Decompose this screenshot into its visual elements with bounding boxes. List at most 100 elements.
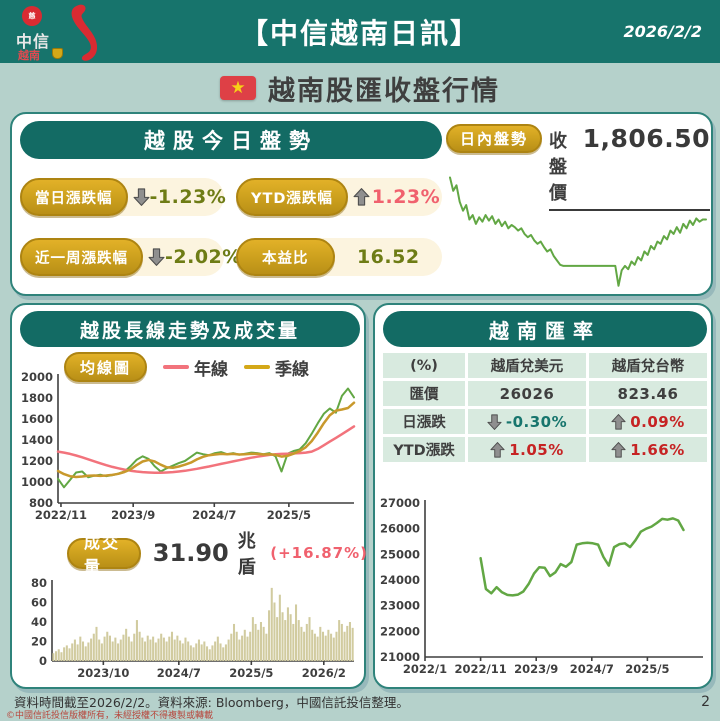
svg-text:2022/11: 2022/11 — [454, 662, 506, 676]
stat-daily-change-label: 當日漲跌幅 — [20, 178, 128, 216]
logo-subtext: 越南 — [18, 49, 40, 62]
trend-arrow-icon — [148, 248, 165, 266]
svg-text:2023/10: 2023/10 — [77, 666, 129, 680]
header-bar: 慈 中信 越南 【中信越南日訊】 2026/2/2 — [0, 0, 720, 63]
svg-text:2024/7: 2024/7 — [157, 666, 201, 680]
volume-label-pill: 成交量 — [67, 533, 141, 576]
fx-header-pct: (%) — [383, 353, 465, 378]
volume-bar-chart: 0 20 40 60 80 2023/10 2024/7 2025/5 2026/2 — [18, 576, 362, 681]
svg-text:22000: 22000 — [380, 624, 420, 638]
fx-row-rate-label: 匯價 — [383, 381, 465, 406]
svg-text:1600: 1600 — [21, 412, 53, 426]
svg-text:2026/2: 2026/2 — [302, 666, 346, 680]
volume-change: (+16.87%) — [270, 544, 368, 562]
stat-ytd-change-value: 1.23% — [371, 186, 441, 208]
panel-today-title: 越股今日盤勢 — [20, 121, 442, 159]
fx-row-daily-label: 日漲跌 — [383, 409, 465, 434]
svg-text:2000: 2000 — [21, 371, 53, 384]
stat-daily-change-value: -1.23% — [149, 186, 227, 208]
legend-annual-line: 年線 — [163, 355, 228, 380]
stat-pe-ratio-label: 本益比 — [236, 238, 335, 276]
svg-text:2025/5: 2025/5 — [229, 666, 273, 680]
svg-text:20: 20 — [31, 635, 47, 649]
panel-fx-title: 越南匯率 — [383, 311, 707, 347]
page-title: 【中信越南日訊】 — [239, 16, 480, 50]
ma-legend-row: 均線圖 年線 季線 — [12, 351, 368, 383]
svg-text:2024/7: 2024/7 — [570, 662, 614, 676]
vietnam-map-icon — [66, 4, 102, 66]
svg-text:25000: 25000 — [380, 547, 420, 561]
fx-table: (%) 越盾兌美元 越盾兌台幣 匯價 26026 823.46 日漲跌 -0.3… — [383, 353, 707, 462]
vietnam-flag-icon: ★ — [220, 76, 256, 100]
fx-ytd-twd: 1.66% — [589, 437, 707, 462]
stat-weekly-change: 近一周漲跌幅 -2.02% — [20, 238, 241, 276]
fx-daily-usd: -0.30% — [468, 409, 586, 434]
stat-weekly-change-label: 近一周漲跌幅 — [20, 238, 143, 276]
stat-weekly-change-value: -2.02% — [165, 246, 242, 268]
close-price: 收盤價 1,806.50 — [549, 124, 710, 211]
svg-text:1400: 1400 — [21, 433, 53, 447]
svg-text:80: 80 — [31, 577, 47, 590]
footer-source-note: 資料時間截至2026/2/2。資料來源: Bloomberg，中國信託投信整理。 — [14, 695, 409, 710]
volume-header-row: 成交量 31.90 兆盾 (+16.87%) — [12, 531, 368, 578]
svg-text:2025/5: 2025/5 — [267, 508, 311, 522]
svg-text:2022/11: 2022/11 — [35, 508, 87, 522]
intraday-label-pill: 日內盤勢 — [446, 124, 543, 153]
fx-rate-usd: 26026 — [468, 381, 586, 406]
fx-line-chart: 21000 22000 23000 24000 25000 26000 27000 2022/… — [379, 496, 711, 677]
svg-text:2025/5: 2025/5 — [625, 662, 669, 676]
fx-header-twd: 越盾兌台幣 — [589, 353, 707, 378]
stat-daily-change: 當日漲跌幅 -1.23% — [20, 178, 227, 216]
svg-text:24000: 24000 — [380, 573, 420, 587]
ctbc-vietnam-logo: 慈 中信 越南 — [8, 2, 118, 62]
stat-ytd-change: YTD漲跌幅 1.23% — [236, 178, 442, 216]
fx-rate-twd: 823.46 — [589, 381, 707, 406]
annual-line-swatch — [163, 365, 190, 369]
report-date: 2026/2/2 — [623, 22, 702, 41]
trend-arrow-icon — [611, 441, 626, 458]
stat-pe-ratio-value: 16.52 — [356, 246, 420, 268]
page-number: 2 — [701, 694, 710, 710]
ma-chart-label-pill: 均線圖 — [64, 352, 148, 382]
panel-longterm-title: 越股長線走勢及成交量 — [20, 311, 360, 347]
svg-text:2023/9: 2023/9 — [514, 662, 558, 676]
svg-text:40: 40 — [31, 615, 47, 629]
svg-text:800: 800 — [29, 496, 53, 510]
legend-quarterly-line: 季線 — [244, 355, 309, 380]
intraday-header: 日內盤勢 收盤價 1,806.50 — [446, 124, 710, 211]
fx-ytd-usd: 1.05% — [468, 437, 586, 462]
panel-fx: 越南匯率 (%) 越盾兌美元 越盾兌台幣 匯價 26026 823.46 日漲跌… — [373, 303, 713, 689]
trend-arrow-icon — [611, 413, 626, 430]
svg-text:2022/1: 2022/1 — [403, 662, 447, 676]
svg-text:0: 0 — [39, 654, 47, 668]
close-price-value: 1,806.50 — [582, 124, 710, 153]
stat-pe-ratio: 本益比 16.52 — [236, 238, 442, 276]
logo-badge-icon: 慈 — [22, 6, 42, 26]
close-price-label: 收盤價 — [549, 131, 569, 204]
svg-text:60: 60 — [31, 596, 47, 610]
panel-longterm-volume: 越股長線走勢及成交量 均線圖 年線 季線 800 1000 1200 1400 1600… — [10, 303, 368, 689]
svg-text:23000: 23000 — [380, 599, 420, 613]
svg-text:27000: 27000 — [380, 497, 420, 510]
trend-arrow-icon — [487, 413, 502, 430]
svg-text:1000: 1000 — [21, 475, 53, 489]
logo-text: 中信 — [16, 32, 51, 51]
panel-today-market: 越股今日盤勢 當日漲跌幅 -1.23% YTD漲跌幅 1.23% 近一周漲跌幅 … — [10, 112, 713, 296]
longterm-line-chart: 800 1000 1200 1400 1600 1800 2000 2022/11 2023/9… — [18, 370, 362, 523]
trend-arrow-icon — [353, 188, 370, 206]
footer-copyright: ©中國信託投信版權所有，未經授權不得複製或轉載 — [6, 711, 214, 721]
quarterly-line-swatch — [244, 365, 271, 369]
fx-row-ytd-label: YTD漲跌 — [383, 437, 465, 462]
fx-daily-twd: 0.09% — [589, 409, 707, 434]
svg-text:2023/9: 2023/9 — [111, 508, 155, 522]
svg-text:2024/7: 2024/7 — [192, 508, 236, 522]
svg-text:1200: 1200 — [21, 454, 53, 468]
subtitle-text: 越南股匯收盤行情 — [268, 75, 500, 107]
volume-unit: 兆盾 — [237, 531, 256, 578]
volume-value: 31.90 — [152, 539, 229, 567]
logo-shield-icon — [52, 48, 63, 59]
fx-header-usd: 越盾兌美元 — [468, 353, 586, 378]
trend-arrow-icon — [490, 441, 505, 458]
stat-ytd-change-label: YTD漲跌幅 — [236, 178, 348, 216]
